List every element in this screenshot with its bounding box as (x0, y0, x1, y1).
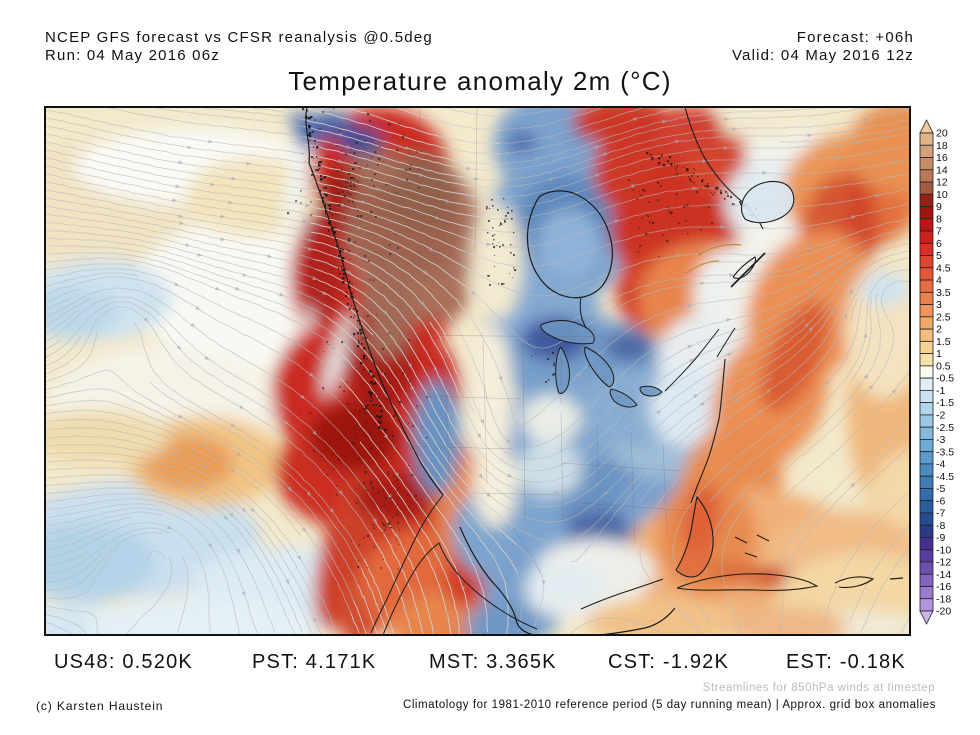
svg-text:-6: -6 (936, 495, 945, 507)
svg-text:-9: -9 (936, 532, 945, 544)
svg-text:-8: -8 (936, 520, 945, 532)
svg-text:9: 9 (936, 201, 942, 213)
svg-text:-2.5: -2.5 (936, 422, 954, 434)
svg-text:8: 8 (936, 213, 942, 225)
svg-text:0.5: 0.5 (936, 361, 951, 373)
svg-text:-12: -12 (936, 557, 951, 569)
svg-text:-20: -20 (936, 606, 951, 618)
svg-text:2.5: 2.5 (936, 311, 951, 323)
svg-text:18: 18 (936, 140, 948, 152)
svg-text:4: 4 (936, 275, 942, 287)
svg-text:4.5: 4.5 (936, 262, 951, 274)
svg-text:20: 20 (936, 128, 948, 140)
svg-text:-0.5: -0.5 (936, 373, 954, 385)
svg-text:-1: -1 (936, 385, 945, 397)
svg-text:12: 12 (936, 177, 948, 189)
svg-text:-3: -3 (936, 434, 945, 446)
svg-text:16: 16 (936, 152, 948, 164)
svg-text:-1.5: -1.5 (936, 397, 954, 409)
svg-text:1: 1 (936, 348, 942, 360)
svg-text:6: 6 (936, 238, 942, 250)
svg-text:-4: -4 (936, 459, 945, 471)
svg-text:-10: -10 (936, 544, 951, 556)
svg-text:-2: -2 (936, 410, 945, 422)
svg-text:7: 7 (936, 226, 942, 238)
svg-text:-7: -7 (936, 508, 945, 520)
svg-text:3: 3 (936, 299, 942, 311)
svg-text:-5: -5 (936, 483, 945, 495)
svg-text:-18: -18 (936, 593, 951, 605)
svg-text:14: 14 (936, 164, 948, 176)
svg-text:10: 10 (936, 189, 948, 201)
svg-text:5: 5 (936, 250, 942, 262)
svg-text:-14: -14 (936, 569, 951, 581)
svg-text:-4.5: -4.5 (936, 471, 954, 483)
svg-text:3.5: 3.5 (936, 287, 951, 299)
svg-text:1.5: 1.5 (936, 336, 951, 348)
svg-text:-16: -16 (936, 581, 951, 593)
svg-text:-3.5: -3.5 (936, 446, 954, 458)
svg-text:2: 2 (936, 324, 942, 336)
